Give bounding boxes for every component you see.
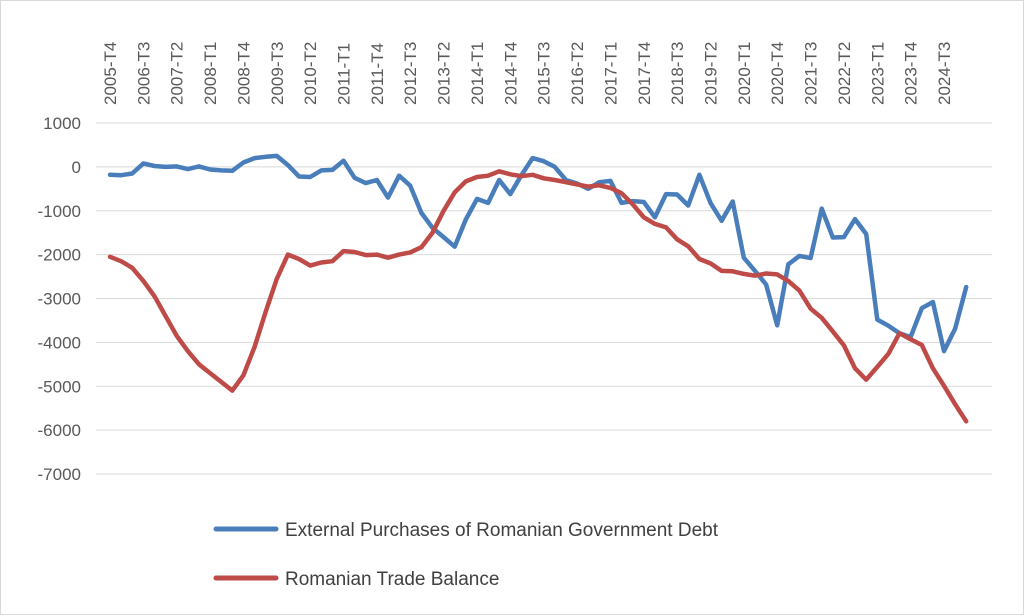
gridlines <box>96 122 992 475</box>
x-tick-label: 2008-T4 <box>234 42 253 105</box>
x-tick-label: 2010-T2 <box>301 42 320 105</box>
y-tick-label: -4000 <box>38 333 81 352</box>
x-tick-label: 2015-T3 <box>535 42 554 105</box>
x-tick-label: 2019-T2 <box>701 42 720 105</box>
y-tick-label: -6000 <box>38 421 81 440</box>
x-tick-label: 2006-T3 <box>134 42 153 105</box>
x-tick-label: 2013-T2 <box>435 42 454 105</box>
x-tick-label: 2021-T3 <box>802 42 821 105</box>
x-tick-label: 2017-T4 <box>635 42 654 105</box>
legend-label-1: External Purchases of Romanian Governmen… <box>285 520 719 541</box>
series-line-1 <box>107 153 969 354</box>
y-axis-tick-labels: 1000 0 -1000 -2000 -3000 -4000 -5000 -6000 -7000 <box>38 114 81 484</box>
x-tick-label: 2005-T4 <box>101 42 120 105</box>
x-tick-label: 2024-T3 <box>935 42 954 105</box>
x-tick-label: 2020-T4 <box>768 42 787 105</box>
y-tick-label: -3000 <box>38 290 81 309</box>
x-tick-label: 2018-T3 <box>668 42 687 105</box>
y-tick-label: -1000 <box>38 202 81 221</box>
x-tick-label: 2008-T1 <box>201 42 220 105</box>
series-lines <box>107 153 969 424</box>
x-tick-label: 2017-T1 <box>601 42 620 105</box>
x-tick-label: 2011-T4 <box>368 43 387 105</box>
y-tick-label: -5000 <box>38 377 81 396</box>
x-tick-label: 2022-T2 <box>835 42 854 105</box>
legend: External Purchases of Romanian Governmen… <box>213 520 719 590</box>
y-tick-label: -7000 <box>38 465 81 484</box>
legend-label-2: Romanian Trade Balance <box>285 569 499 590</box>
y-tick-label: 0 <box>72 158 81 177</box>
x-tick-label: 2011-T1 <box>335 43 354 105</box>
x-tick-label: 2023-T1 <box>868 42 887 105</box>
x-tick-label: 2007-T2 <box>168 42 187 105</box>
x-tick-label: 2009-T3 <box>268 42 287 105</box>
x-tick-label: 2014-T1 <box>468 42 487 105</box>
y-tick-label: -2000 <box>38 246 81 265</box>
x-tick-label: 2012-T3 <box>401 42 420 105</box>
x-tick-label: 2016-T2 <box>568 42 587 105</box>
x-tick-label: 2020-T1 <box>735 42 754 105</box>
x-tick-label: 2014-T4 <box>501 42 520 105</box>
x-tick-label: 2023-T4 <box>902 42 921 105</box>
series-line-2 <box>107 169 969 424</box>
x-axis-tick-labels: 2005-T4 2006-T3 2007-T2 2008-T1 2008-T4 2009-… <box>101 42 954 105</box>
y-tick-label: 1000 <box>43 114 81 133</box>
